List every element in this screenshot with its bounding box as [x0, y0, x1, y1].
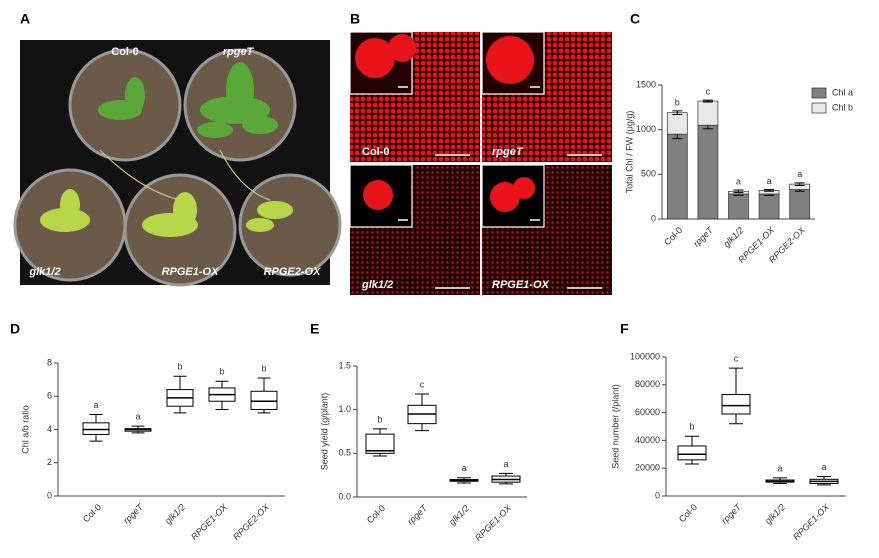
x-tick-label: rpgeT	[405, 502, 430, 527]
significance-label: c	[706, 87, 711, 97]
y-tick-label: 1000	[636, 124, 656, 134]
x-tick-label: RPGE1-OX	[791, 501, 832, 542]
box	[82, 422, 110, 435]
error-bar	[733, 189, 744, 194]
significance-label: a	[797, 169, 802, 179]
legend-label: Chl b	[832, 102, 853, 112]
significance-label: b	[219, 367, 224, 377]
bar-segment	[697, 124, 719, 220]
y-tick-label: 100000	[630, 351, 660, 361]
y-tick-label: 6	[47, 391, 52, 401]
y-tick-label: 0	[651, 213, 656, 223]
photo-label: RPGE1-OX	[162, 266, 220, 278]
photo-label: rpgeT	[223, 46, 255, 58]
y-tick-label: 4	[47, 424, 52, 434]
legend-label: Chl a	[832, 87, 853, 97]
box	[721, 394, 751, 415]
x-tick-label: rpgeT	[691, 224, 716, 249]
significance-label: c	[420, 379, 425, 389]
y-tick-label: 0	[655, 490, 660, 500]
y-axis-label: Total Chl / FW (μg/g)	[624, 111, 634, 194]
y-axis-label: Chl a/b ratio	[20, 405, 30, 454]
bar-segment	[697, 100, 719, 126]
error-bar	[794, 182, 805, 186]
significance-label: a	[736, 176, 741, 186]
x-tick-label: Col-0	[365, 503, 387, 525]
bar-segment	[666, 112, 688, 135]
error-bar	[702, 99, 713, 103]
photo-label: Col-0	[111, 46, 139, 58]
error-bar	[672, 110, 683, 115]
y-tick-label: 2	[47, 457, 52, 467]
significance-label: b	[675, 97, 680, 107]
x-tick-label: Col-0	[677, 502, 699, 524]
y-tick-label: 8	[47, 357, 52, 367]
box	[677, 445, 707, 461]
x-tick-label: rpgeT	[121, 501, 146, 526]
y-tick-label: 1500	[636, 79, 656, 89]
significance-label: b	[689, 422, 694, 432]
photo-label: RPGE2-OX	[264, 266, 322, 278]
y-tick-label: 0	[47, 490, 52, 500]
y-tick-label: 0.0	[338, 491, 351, 501]
significance-label: b	[177, 362, 182, 372]
y-tick-label: 20000	[635, 463, 660, 473]
panel-letter: D	[10, 321, 20, 337]
x-tick-label: glk1/2	[163, 502, 187, 526]
bar-segment	[666, 133, 688, 220]
x-tick-label: Col-0	[662, 225, 684, 247]
photo-label: glk1/2	[361, 279, 393, 291]
y-tick-label: 40000	[635, 435, 660, 445]
legend-swatch	[811, 87, 827, 99]
y-tick-label: 60000	[635, 407, 660, 417]
x-tick-label: Col-0	[81, 502, 103, 524]
significance-label: c	[734, 353, 739, 363]
y-axis-label: Seed number (/plant)	[610, 384, 620, 469]
significance-label: b	[261, 363, 266, 373]
y-tick-label: 1.5	[338, 360, 351, 370]
x-tick-label: glk1/2	[722, 225, 746, 249]
error-bar	[764, 189, 775, 192]
bar-segment	[728, 193, 749, 220]
significance-label: b	[377, 414, 382, 424]
bar-segment	[758, 193, 780, 220]
x-tick-label: RPGE1-OX	[473, 502, 514, 543]
box	[365, 433, 395, 454]
photo-label: RPGE1-OX	[492, 279, 550, 291]
box	[250, 390, 278, 411]
y-tick-label: 1.0	[338, 404, 351, 414]
photo-label: Col-0	[362, 146, 390, 158]
photo-label: rpgeT	[492, 146, 524, 158]
x-tick-label: glk1/2	[763, 502, 787, 526]
legend-swatch	[811, 102, 827, 114]
bar-segment	[789, 189, 811, 220]
x-tick-label: glk1/2	[447, 503, 471, 527]
panel-letter: E	[310, 321, 319, 337]
significance-label: a	[461, 463, 466, 473]
photo-b	[349, 31, 612, 295]
y-tick-label: 80000	[635, 379, 660, 389]
significance-label: a	[777, 463, 782, 473]
significance-label: a	[821, 462, 826, 472]
photo-a	[13, 40, 342, 287]
photo-label: glk1/2	[28, 266, 60, 278]
significance-label: a	[135, 412, 140, 422]
panel-letter: A	[20, 11, 30, 27]
significance-label: a	[503, 459, 508, 469]
significance-label: a	[93, 400, 98, 410]
panel-letter: C	[630, 11, 640, 27]
panel-letter: B	[350, 11, 360, 27]
y-tick-label: 500	[641, 169, 656, 179]
significance-label: a	[767, 176, 772, 186]
y-axis-label: Seed yield (g/plant)	[319, 393, 329, 471]
x-tick-label: RPGE1-OX	[189, 501, 230, 542]
y-tick-label: 0.5	[338, 448, 351, 458]
x-tick-label: RPGE2-OX	[231, 501, 272, 542]
x-tick-label: rpgeT	[719, 501, 744, 526]
panel-letter: F	[620, 321, 629, 337]
